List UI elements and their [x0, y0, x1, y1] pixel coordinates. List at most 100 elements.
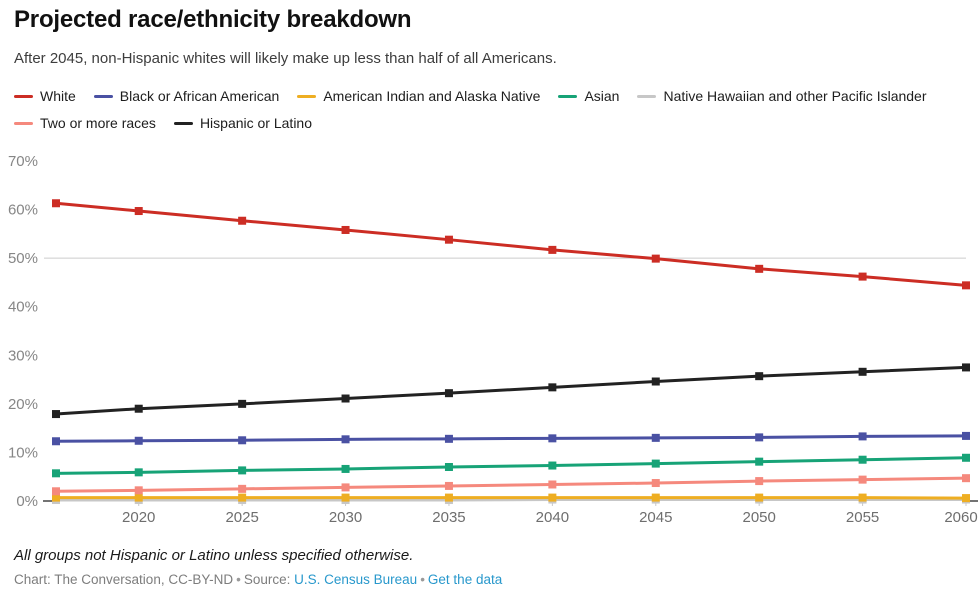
data-point-hispanic-or-latino-2016: [52, 410, 60, 419]
data-point-asian-2030: [341, 464, 350, 473]
chart-title: Projected race/ethnicity breakdown: [14, 6, 412, 33]
data-point-two-or-more-races-2020: [134, 486, 143, 495]
legend-swatch-asian: [558, 94, 578, 98]
series-line-black-or-african-american: [55, 434, 967, 443]
chart-note: All groups not Hispanic or Latino unless…: [14, 547, 414, 564]
data-point-two-or-more-races-2040: [548, 480, 557, 489]
data-point-american-indian-and-alaska-native-2025: [238, 493, 247, 502]
data-point-american-indian-and-alaska-native-2040: [548, 493, 557, 502]
series-line-two-or-more-races: [55, 476, 967, 493]
data-point-asian-2025: [238, 466, 247, 475]
data-point-two-or-more-races-2045: [651, 479, 660, 488]
data-point-hispanic-or-latino-2035: [444, 389, 453, 398]
series-markers-two-or-more-races: [52, 474, 970, 496]
data-point-two-or-more-races-2016: [52, 487, 60, 496]
x-axis-label-2030: 2030: [329, 509, 362, 526]
data-point-hispanic-or-latino-2045: [651, 377, 660, 386]
series-markers-white: [52, 199, 970, 290]
data-point-black-or-african-american-2050: [755, 433, 764, 442]
data-point-white-2030: [341, 225, 350, 234]
series-markers-asian: [52, 453, 970, 478]
data-point-two-or-more-races-2060: [962, 474, 970, 483]
source-label: Source:: [243, 572, 291, 587]
legend-item-american-indian-and-alaska-native: American Indian and Alaska Native: [297, 88, 540, 104]
legend-item-asian: Asian: [558, 88, 619, 104]
data-point-black-or-african-american-2020: [134, 436, 143, 445]
legend-label: Hispanic or Latino: [199, 115, 312, 131]
x-axis-label-2060: 2060: [944, 509, 977, 526]
data-point-white-2016: [52, 199, 60, 208]
legend-swatch-hispanic-or-latino: [173, 121, 193, 125]
y-axis-label-0: 0%: [16, 493, 38, 510]
legend-swatch-american-indian-and-alaska-native: [297, 94, 317, 98]
data-point-american-indian-and-alaska-native-2055: [858, 493, 867, 502]
data-point-hispanic-or-latino-2060: [962, 363, 970, 372]
data-point-two-or-more-races-2055: [858, 475, 867, 484]
credit-text: Chart: The Conversation, CC-BY-ND: [14, 572, 234, 587]
data-point-white-2040: [548, 245, 557, 254]
data-point-hispanic-or-latino-2055: [858, 367, 867, 376]
legend-swatch-native-hawaiian-and-other-pacific-islander: [637, 94, 657, 98]
data-point-white-2035: [444, 235, 453, 244]
x-axis-label-2025: 2025: [225, 509, 258, 526]
y-axis-label-30: 30%: [8, 347, 38, 364]
legend: White Black or African American American I…: [14, 88, 972, 131]
data-point-american-indian-and-alaska-native-2050: [755, 493, 764, 502]
data-point-hispanic-or-latino-2020: [134, 404, 143, 413]
y-axis-label-10: 10%: [8, 444, 38, 461]
data-point-two-or-more-races-2025: [238, 484, 247, 493]
legend-label: American Indian and Alaska Native: [323, 88, 541, 104]
data-point-white-2050: [755, 264, 764, 273]
data-point-black-or-african-american-2040: [548, 434, 557, 443]
x-axis-label-2035: 2035: [432, 509, 465, 526]
data-point-white-2025: [238, 216, 247, 225]
series-line-asian: [55, 456, 967, 475]
series-markers-black-or-african-american: [52, 431, 970, 446]
credit-separator: •: [236, 572, 241, 587]
legend-label: White: [40, 88, 76, 104]
data-point-hispanic-or-latino-2050: [755, 372, 764, 381]
data-point-white-2020: [134, 207, 143, 216]
data-point-black-or-african-american-2060: [962, 431, 970, 440]
data-point-asian-2040: [548, 461, 557, 470]
data-point-black-or-african-american-2016: [52, 437, 60, 446]
chart-subtitle: After 2045, non-Hispanic whites will lik…: [14, 50, 557, 67]
legend-item-hispanic-or-latino: Hispanic or Latino: [173, 115, 312, 131]
x-axis-label-2045: 2045: [639, 509, 672, 526]
x-axis-label-2055: 2055: [846, 509, 879, 526]
line-chart: 0% 10% 20% 30% 40% 50% 60% 70% 2020 2025 2030 2035 2…: [8, 153, 978, 526]
data-point-black-or-african-american-2030: [341, 435, 350, 444]
legend-label: Asian: [584, 88, 620, 104]
data-point-asian-2020: [134, 468, 143, 477]
legend-swatch-white: [14, 94, 33, 98]
data-point-american-indian-and-alaska-native-2035: [444, 493, 453, 502]
legend-item-white: White: [14, 88, 76, 104]
data-point-american-indian-and-alaska-native-2060: [962, 494, 970, 503]
data-point-american-indian-and-alaska-native-2045: [651, 493, 660, 502]
data-point-two-or-more-races-2050: [755, 477, 764, 486]
data-point-black-or-african-american-2055: [858, 432, 867, 441]
data-point-two-or-more-races-2035: [444, 481, 453, 490]
data-point-black-or-african-american-2025: [238, 436, 247, 445]
data-point-black-or-african-american-2035: [444, 434, 453, 443]
y-axis-label-60: 60%: [8, 202, 38, 219]
x-axis-label-2040: 2040: [536, 509, 569, 526]
series-markers-american-indian-and-alaska-native: [52, 493, 970, 503]
data-point-white-2060: [962, 281, 970, 290]
data-point-hispanic-or-latino-2040: [548, 383, 557, 392]
source-link[interactable]: U.S. Census Bureau: [294, 572, 418, 587]
data-point-american-indian-and-alaska-native-2030: [341, 493, 350, 502]
legend-item-native-hawaiian-and-other-pacific-islander: Native Hawaiian and other Pacific Island…: [637, 88, 927, 104]
x-axis-label-2020: 2020: [122, 509, 155, 526]
data-point-black-or-african-american-2045: [651, 433, 660, 442]
y-axis-label-50: 50%: [8, 250, 38, 267]
y-axis-label-20: 20%: [8, 396, 38, 413]
data-point-asian-2016: [52, 469, 60, 478]
data-point-american-indian-and-alaska-native-2016: [52, 493, 60, 502]
data-point-two-or-more-races-2030: [341, 483, 350, 492]
series-line-hispanic-or-latino: [55, 365, 967, 416]
data-point-asian-2060: [962, 453, 970, 462]
get-data-link[interactable]: Get the data: [427, 572, 503, 587]
legend-label: Native Hawaiian and other Pacific Island…: [663, 88, 927, 104]
